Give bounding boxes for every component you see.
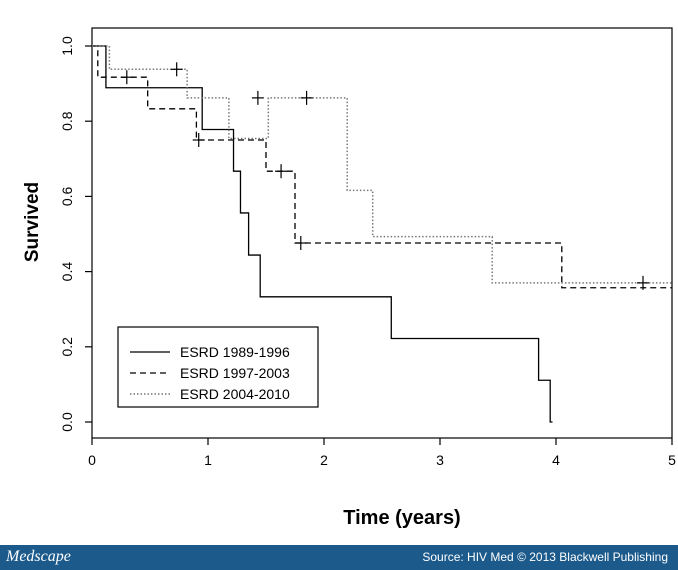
footer-bar: Medscape Source: HIV Med © 2013 Blackwel… xyxy=(0,545,678,570)
y-tick-label: 1.0 xyxy=(59,36,75,56)
censor-mark xyxy=(192,133,205,147)
x-tick-label: 2 xyxy=(320,452,328,468)
y-tick-label: 0.2 xyxy=(59,337,75,357)
x-tick-label: 0 xyxy=(88,452,96,468)
x-axis-label: Time (years) xyxy=(343,507,460,529)
source-credit: Source: HIV Med © 2013 Blackwell Publish… xyxy=(422,550,668,564)
series-line-2 xyxy=(92,45,672,289)
series-line-1 xyxy=(92,45,553,423)
x-tick-label: 4 xyxy=(552,452,560,468)
legend-box xyxy=(117,326,319,408)
y-axis-label: Survived xyxy=(22,182,43,262)
censor-mark xyxy=(637,275,649,290)
censor-mark xyxy=(294,236,307,251)
censor-mark xyxy=(170,62,183,77)
y-tick-label: 0.4 xyxy=(59,262,75,282)
legend-label-2: ESRD 1997-2003 xyxy=(180,365,290,381)
x-tick-label: 1 xyxy=(204,452,212,468)
x-tick-label: 5 xyxy=(668,452,676,468)
censor-mark xyxy=(120,70,133,85)
censor-mark xyxy=(251,90,264,105)
series-layer xyxy=(92,45,672,423)
legend-label-3: ESRD 2004-2010 xyxy=(180,386,290,402)
y-tick-label: 0.8 xyxy=(59,111,75,131)
survival-chart: 0 1 2 3 4 50.00.20.40.60.81.0 ESRD 1989-1996E… xyxy=(22,27,676,529)
censor-mark xyxy=(300,90,313,105)
axes: 0 1 2 3 4 5 0.0 0.2 0.4 0.6 0.8 1.0 xyxy=(59,36,676,468)
y-tick-label: 0.0 xyxy=(59,412,75,432)
x-tick-label: 3 xyxy=(436,452,444,468)
legend: ESRD 1989-1996 ESRD 1997-2003 ESRD 2004-20… xyxy=(117,326,319,408)
y-tick-label: 0.6 xyxy=(59,186,75,206)
censor-mark xyxy=(275,164,288,179)
plot-frame xyxy=(91,27,673,439)
series-line-3 xyxy=(92,45,672,284)
medscape-logo: Medscape xyxy=(6,548,71,565)
legend-label-1: ESRD 1989-1996 xyxy=(180,344,290,360)
